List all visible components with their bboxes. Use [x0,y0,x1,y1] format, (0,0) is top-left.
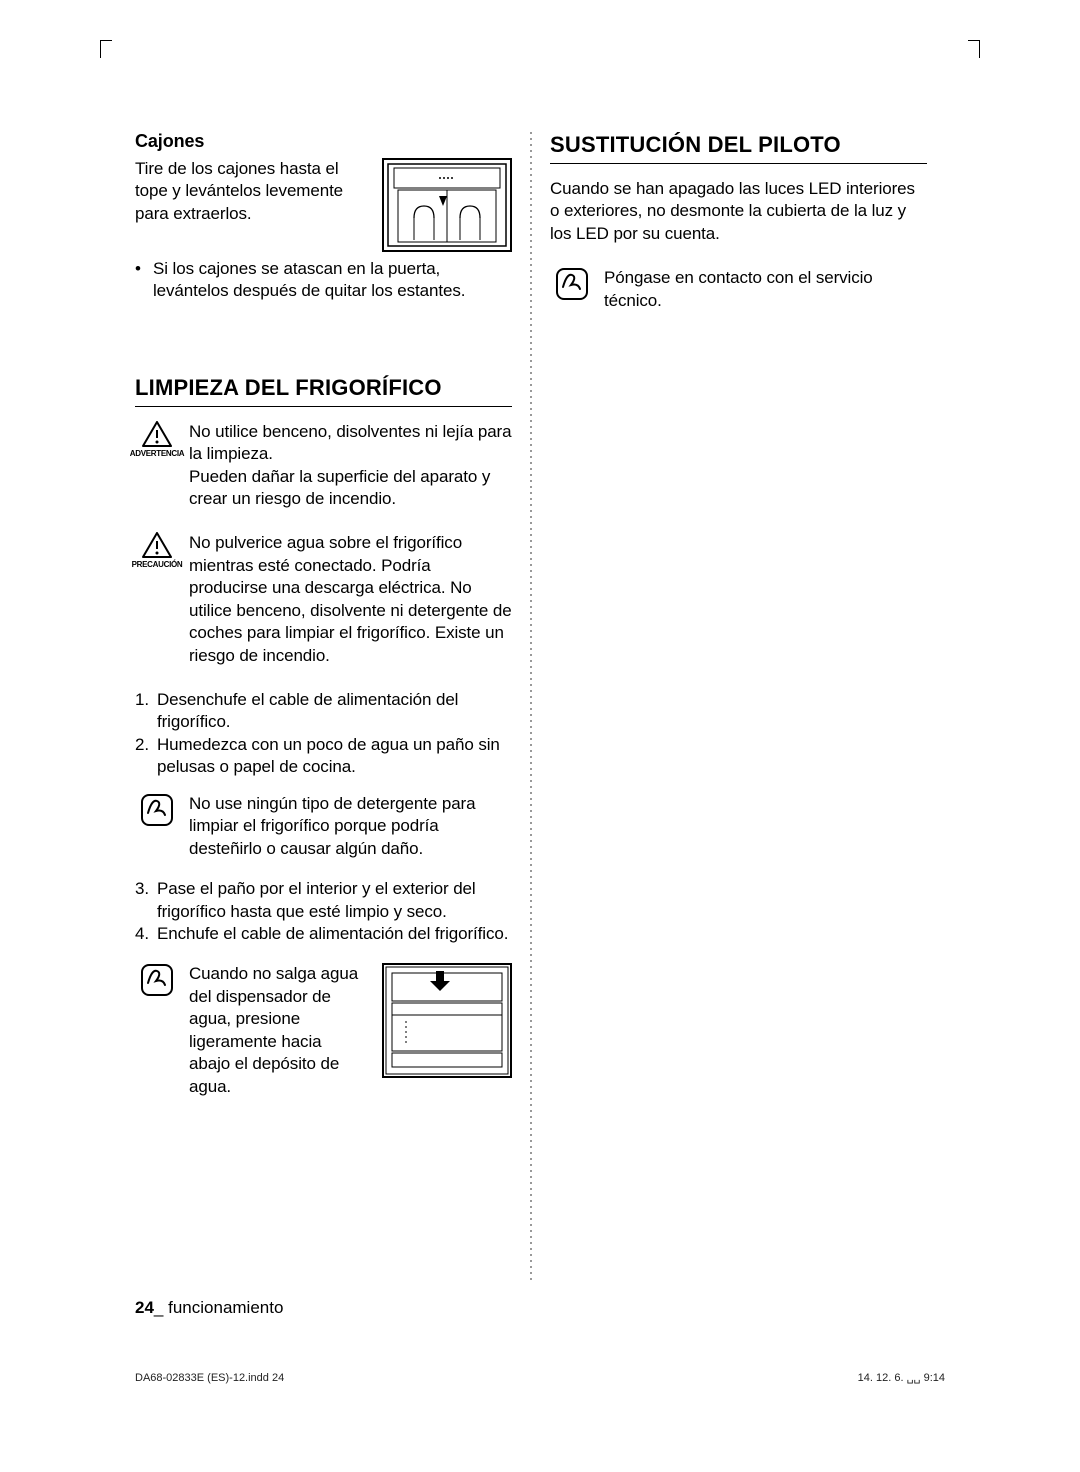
sustitucion-p1: Cuando se han apagado las luces LED inte… [550,178,927,245]
warning-triangle-icon [142,421,172,447]
note-icon [140,963,174,997]
caution-icon-col: PRECAUCIÓN [135,532,179,571]
footer-section: funcionamiento [168,1298,283,1317]
step-2: Humedezca con un poco de agua un paño si… [157,734,512,779]
note-text-2: Cuando no salga agua del dispensador de … [189,963,512,1098]
warning-text: No utilice benceno, disolventes ni lejía… [189,421,512,511]
note-row-2: Cuando no salga agua del dispensador de … [135,963,512,1098]
underscore: _ [154,1298,163,1317]
manual-page: Cajones Tire de los cajones [0,0,1080,1472]
figure-drawer [382,158,512,252]
caution-row: PRECAUCIÓN No pulverice agua sobre el fr… [135,532,512,667]
content-columns: Cajones Tire de los cajones [135,130,945,1280]
figure-dispenser [382,963,512,1078]
note-text-right: Póngase en contacto con el servicio técn… [604,267,927,312]
note-icon [555,267,589,301]
warning-row: ADVERTENCIA No utilice benceno, disolven… [135,421,512,511]
page-footer: 24_ funcionamiento [135,1298,283,1318]
column-left: Cajones Tire de los cajones [135,130,530,1280]
h2-sustitucion: SUSTITUCIÓN DEL PILOTO [550,130,927,164]
warning-label: ADVERTENCIA [130,449,184,460]
note-row-1: No use ningún tipo de detergente para li… [135,793,512,860]
figure-drawer-svg [384,160,510,250]
step-4: Enchufe el cable de alimentación del fri… [157,923,512,945]
caution-label: PRECAUCIÓN [132,560,183,571]
note-icon-col-2 [135,963,179,997]
column-right: SUSTITUCIÓN DEL PILOTO Cuando se han apa… [532,130,927,1280]
note-text-1: No use ningún tipo de detergente para li… [189,793,512,860]
page-number: 24 [135,1298,154,1317]
steps-3-4: Pase el paño por el interior y el exteri… [135,878,512,945]
warning-icon-col: ADVERTENCIA [135,421,179,460]
note-row-right: Póngase en contacto con el servicio técn… [550,267,927,312]
print-meta-right: 14. 12. 6. ␣␣ 9:14 [858,1371,945,1384]
step-1: Desenchufe el cable de alimentación del … [157,689,512,734]
crop-mark-tl [100,40,112,58]
cajones-bullets: Si los cajones se atascan en la puerta, … [135,258,512,303]
steps-1-2: Desenchufe el cable de alimentación del … [135,689,512,779]
h2-limpieza: LIMPIEZA DEL FRIGORÍFICO [135,373,512,407]
step-3: Pase el paño por el interior y el exteri… [157,878,512,923]
note-text-2-content: Cuando no salga agua del dispensador de … [189,963,366,1098]
caution-text: No pulverice agua sobre el frigorífico m… [189,532,512,667]
caution-triangle-icon [142,532,172,558]
crop-mark-tr [968,40,980,58]
note-icon-col-right [550,267,594,301]
print-meta-left: DA68-02833E (ES)-12.indd 24 [135,1372,284,1384]
subhead-cajones: Cajones [135,130,512,154]
spacer [135,303,512,373]
figure-dispenser-svg [384,965,510,1076]
cajones-bullet-1: Si los cajones se atascan en la puerta, … [153,258,512,303]
note-icon [140,793,174,827]
note-icon-col-1 [135,793,179,827]
